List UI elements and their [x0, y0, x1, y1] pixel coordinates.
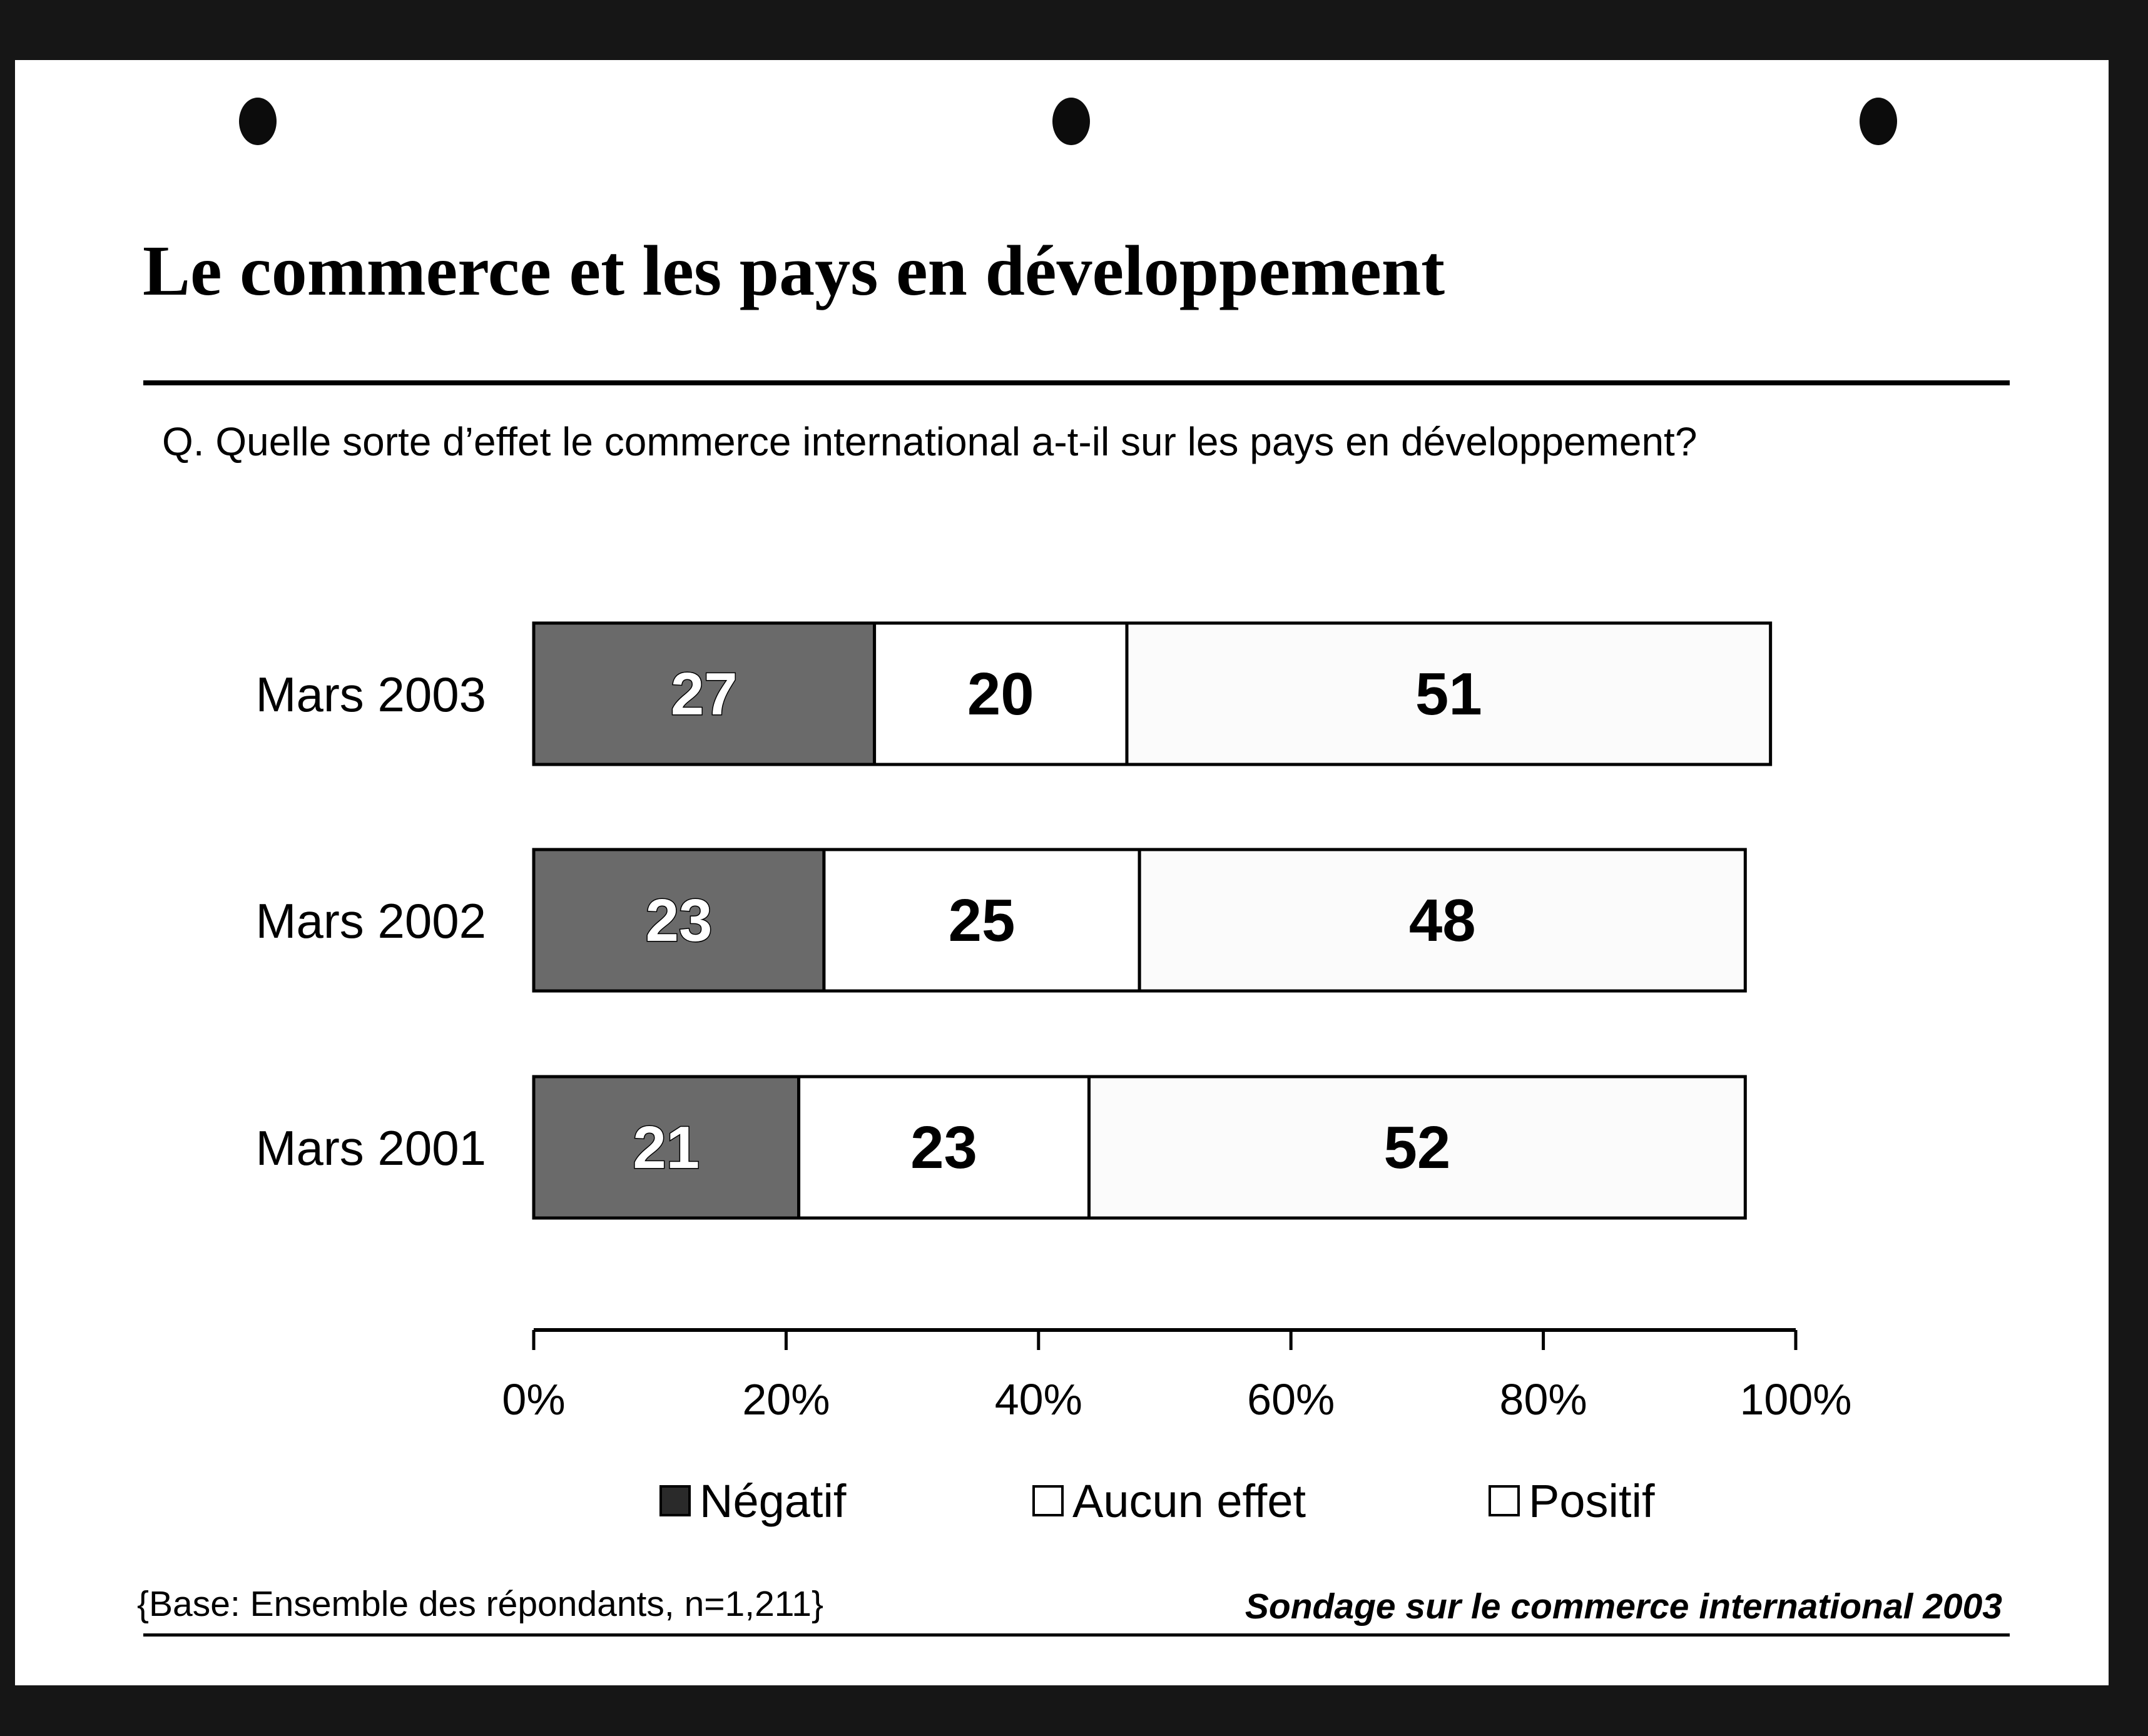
- data-label-positif-mars-2001: 52: [1384, 1114, 1451, 1181]
- slide: Le commerce et les pays en développement…: [15, 60, 2109, 1685]
- bar-aucun-effet-mars-2001: [797, 1075, 1091, 1220]
- data-label-aucun-effet-mars-2003: 20: [967, 661, 1034, 728]
- data-label-negatif-mars-2001: 21: [633, 1114, 700, 1181]
- bar-negatif-mars-2002: [532, 848, 826, 993]
- bar-negatif-mars-2003: [532, 621, 877, 766]
- category-label-mars-2002: Mars 2002: [255, 893, 486, 948]
- data-label-positif-mars-2003: 51: [1415, 661, 1482, 728]
- x-tick-label: 80%: [1500, 1375, 1587, 1424]
- bar-aucun-effet-mars-2002: [822, 848, 1141, 993]
- data-label-aucun-effet-mars-2002: 25: [949, 887, 1015, 954]
- data-label-aucun-effet-mars-2001: 23: [910, 1114, 977, 1181]
- stacked-bar-chart: Mars 2003 27 20 51 Mars 2002 23 25 48 Mars 2001 2…: [255, 621, 1852, 1424]
- legend-label-positif: Positif: [1529, 1475, 1655, 1527]
- source-note: Sondage sur le commerce international 20…: [1245, 1586, 2002, 1627]
- legend-swatch-positif: [1489, 1485, 1520, 1516]
- survey-question: Q. Quelle sorte d’effet le commerce inte…: [162, 419, 1698, 464]
- legend-item-negatif: Négatif: [659, 1473, 846, 1529]
- bar-positif-mars-2002: [1138, 848, 1747, 993]
- category-label-mars-2001: Mars 2001: [255, 1120, 486, 1175]
- x-tick-label: 60%: [1247, 1375, 1335, 1424]
- base-note: {Base: Ensemble des répondants, n=1,211}: [137, 1584, 823, 1624]
- x-tick-label: 20%: [742, 1375, 830, 1424]
- legend-label-negatif: Négatif: [700, 1475, 847, 1527]
- bars-layer: Mars 2003 27 20 51 Mars 2002 23 25 48 Mars 2001 2…: [255, 621, 1773, 1220]
- x-tick-label: 0%: [502, 1375, 565, 1424]
- binder-hole-center: [1052, 98, 1090, 145]
- page-title: Le commerce et les pays en développement: [143, 231, 1445, 310]
- legend-item-aucun-effet: Aucun effet: [1032, 1473, 1306, 1529]
- bar-positif-mars-2001: [1087, 1075, 1747, 1220]
- legend-item-positif: Positif: [1489, 1473, 1655, 1529]
- x-axis: 0% 20% 40% 60% 80% 100%: [502, 1328, 1852, 1424]
- x-tick-label: 100%: [1739, 1375, 1851, 1424]
- legend-swatch-aucun-effet: [1032, 1485, 1064, 1516]
- data-label-positif-mars-2002: 48: [1409, 887, 1476, 954]
- data-label-negatif-mars-2002: 23: [646, 887, 713, 954]
- footer-underline: [143, 1633, 2010, 1637]
- binder-hole-left: [239, 98, 277, 145]
- legend-swatch-negatif: [659, 1485, 691, 1516]
- data-label-negatif-mars-2003: 27: [671, 661, 738, 728]
- bar-positif-mars-2003: [1125, 621, 1773, 766]
- title-underline: [143, 380, 2010, 385]
- legend-label-aucun-effet: Aucun effet: [1072, 1475, 1306, 1527]
- category-label-mars-2003: Mars 2003: [255, 667, 486, 722]
- binder-hole-right: [1860, 98, 1897, 145]
- x-tick-label: 40%: [995, 1375, 1082, 1424]
